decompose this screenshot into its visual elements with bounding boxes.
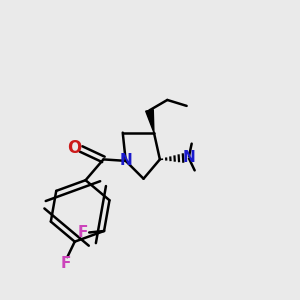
Polygon shape: [146, 110, 154, 133]
Text: F: F: [61, 256, 71, 271]
Text: N: N: [120, 153, 133, 168]
Text: N: N: [183, 150, 195, 165]
Text: O: O: [68, 139, 82, 157]
Text: F: F: [77, 225, 88, 240]
